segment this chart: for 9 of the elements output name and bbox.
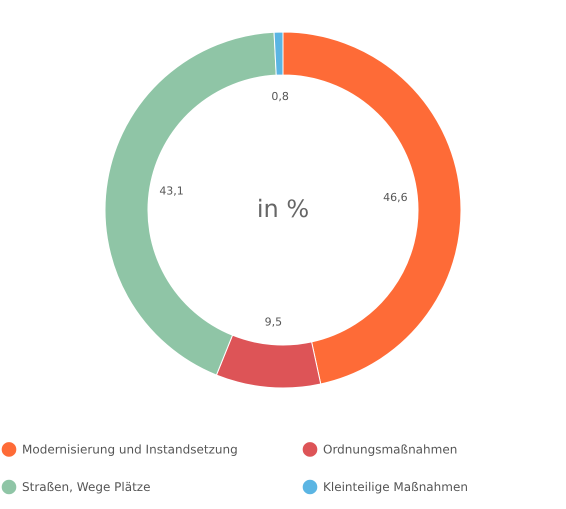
text: in % bbox=[256, 195, 310, 223]
data-label: 9,5 bbox=[264, 316, 282, 329]
legend-label: Kleinteilige Maßnahmen bbox=[323, 480, 468, 494]
legend-label: Modernisierung und Instandsetzung bbox=[22, 442, 238, 456]
data-label: 43,1 bbox=[159, 184, 184, 198]
data-label: 0,8 bbox=[271, 90, 289, 104]
data-label: 46,6 bbox=[383, 190, 408, 204]
legend-label: Straßen, Wege Plätze bbox=[22, 480, 150, 494]
legend-label: Ordnungsmaßnahmen bbox=[323, 442, 458, 456]
